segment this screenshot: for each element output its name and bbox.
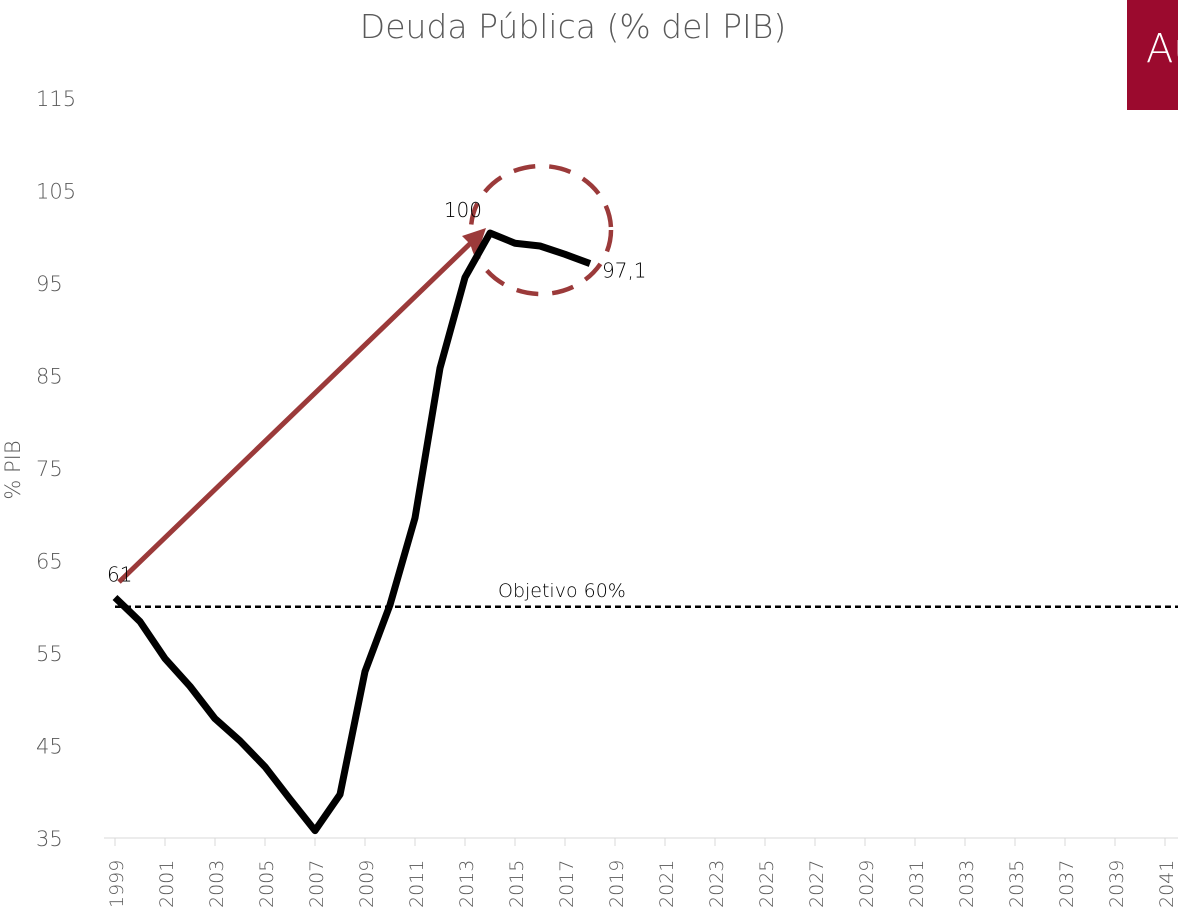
value-label: 100	[444, 198, 482, 222]
value-label: 61	[107, 563, 132, 587]
x-tick-label: 2037	[1056, 860, 1078, 908]
value-label: 97,1	[602, 259, 647, 283]
x-tick-label: 2041	[1156, 860, 1178, 908]
x-tick-label: 2011	[406, 860, 428, 908]
x-tick-label: 2005	[256, 860, 278, 908]
y-tick-label: 35	[36, 827, 63, 851]
x-tick-label: 2017	[556, 860, 578, 908]
highlight-circle	[468, 163, 614, 297]
y-tick-label: 95	[36, 272, 63, 296]
badge-text: Au	[1146, 26, 1178, 72]
x-tick-label: 2003	[206, 860, 228, 908]
x-tick-label: 2009	[356, 860, 378, 908]
x-tick-label: 2039	[1106, 860, 1128, 908]
y-tick-label: 115	[36, 87, 76, 111]
x-tick-label: 1999	[106, 860, 128, 908]
x-tick-label: 2029	[856, 860, 878, 908]
annotation-arrow	[117, 234, 480, 584]
y-axis-label: % PIB	[1, 440, 25, 499]
y-tick-label: 45	[36, 735, 63, 759]
target-label: Objetivo 60%	[498, 580, 626, 602]
x-tick-label: 2019	[606, 860, 628, 908]
x-tick-label: 2025	[756, 860, 778, 908]
y-tick-label: 55	[36, 642, 63, 666]
x-tick-label: 2035	[1006, 860, 1028, 908]
x-tick-label: 2023	[706, 860, 728, 908]
y-tick-label: 75	[36, 457, 63, 481]
x-tick-label: 2015	[506, 860, 528, 908]
y-tick-label: 65	[36, 550, 63, 574]
x-tick-label: 2033	[956, 860, 978, 908]
data-line	[112, 229, 592, 835]
x-tick-label: 2021	[656, 860, 678, 908]
chart-title: Deuda Pública (% del PIB)	[360, 7, 786, 46]
x-tick-label: 2001	[156, 860, 178, 908]
y-tick-label: 105	[36, 180, 76, 204]
x-tick-label: 2031	[906, 860, 928, 908]
x-tick-label: 2013	[456, 860, 478, 908]
x-tick-label: 2027	[806, 860, 828, 908]
y-tick-label: 85	[36, 365, 63, 389]
x-tick-label: 2007	[306, 860, 328, 908]
badge-box	[1127, 0, 1178, 110]
